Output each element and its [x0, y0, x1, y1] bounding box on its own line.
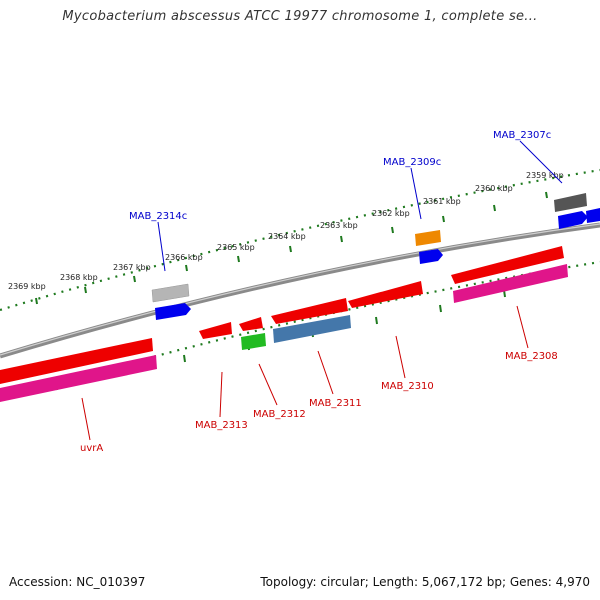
- scale-label: 2365 kbp: [217, 243, 255, 252]
- gene-feature[interactable]: [554, 193, 587, 212]
- bottom-gene-labels: uvrA MAB_2313 MAB_2312 MAB_2311 MAB_2310…: [80, 351, 558, 454]
- chromosome-backbone-highlight: [0, 223, 600, 356]
- gene-feature[interactable]: [451, 246, 564, 284]
- gene-feature[interactable]: [155, 303, 191, 320]
- reverse-strand-genes: [0, 246, 568, 402]
- gene-feature[interactable]: [241, 333, 266, 350]
- gene-label[interactable]: MAB_2308: [505, 351, 558, 362]
- gene-label[interactable]: MAB_2307c: [493, 130, 551, 141]
- gene-label[interactable]: MAB_2313: [195, 420, 248, 431]
- gene-feature[interactable]: [415, 230, 441, 246]
- gene-feature[interactable]: [271, 298, 348, 324]
- scale-label: 2367 kbp: [113, 263, 151, 272]
- gene-label[interactable]: MAB_2312: [253, 409, 306, 420]
- gene-label[interactable]: MAB_2309c: [383, 157, 441, 168]
- gene-label[interactable]: MAB_2311: [309, 398, 362, 409]
- top-label-leaders: [157, 140, 563, 272]
- scale-label: 2364 kbp: [268, 232, 306, 241]
- gene-label[interactable]: MAB_2314c: [129, 211, 187, 222]
- gene-feature[interactable]: [348, 281, 423, 308]
- gene-feature[interactable]: [239, 317, 263, 331]
- gene-label[interactable]: MAB_2310: [381, 381, 434, 392]
- genome-info-text: Topology: circular; Length: 5,067,172 bp…: [260, 575, 590, 589]
- gene-feature[interactable]: [273, 315, 351, 343]
- top-gene-labels: MAB_2314c MAB_2309c MAB_2307c: [129, 130, 551, 222]
- gene-feature[interactable]: [558, 211, 588, 229]
- gene-feature[interactable]: [453, 264, 568, 303]
- scale-label: 2368 kbp: [60, 273, 98, 282]
- chromosome-backbone: [0, 222, 600, 359]
- gene-label[interactable]: uvrA: [80, 443, 103, 454]
- scale-label: 2362 kbp: [372, 209, 410, 218]
- scale-labels: 2369 kbp 2368 kbp 2367 kbp 2366 kbp 2365…: [8, 171, 564, 291]
- scale-label: 2360 kbp: [475, 184, 513, 193]
- gene-feature[interactable]: [0, 355, 157, 402]
- gene-feature[interactable]: [0, 338, 153, 384]
- forward-strand-genes: [151, 193, 600, 320]
- outer-major-ticks: [35, 191, 548, 305]
- gene-feature[interactable]: [586, 208, 600, 223]
- scale-label: 2363 kbp: [320, 221, 358, 230]
- map-title: Mycobacterium abscessus ATCC 19977 chrom…: [62, 9, 538, 24]
- scale-label: 2366 kbp: [165, 253, 203, 262]
- gene-feature[interactable]: [151, 283, 190, 303]
- scale-label: 2359 kbp: [526, 171, 564, 180]
- bottom-label-leaders: [81, 305, 529, 441]
- gene-feature[interactable]: [199, 322, 232, 339]
- accession-text: Accession: NC_010397: [9, 575, 146, 589]
- gene-feature[interactable]: [419, 249, 443, 264]
- scale-label: 2369 kbp: [8, 282, 46, 291]
- scale-label: 2361 kbp: [423, 197, 461, 206]
